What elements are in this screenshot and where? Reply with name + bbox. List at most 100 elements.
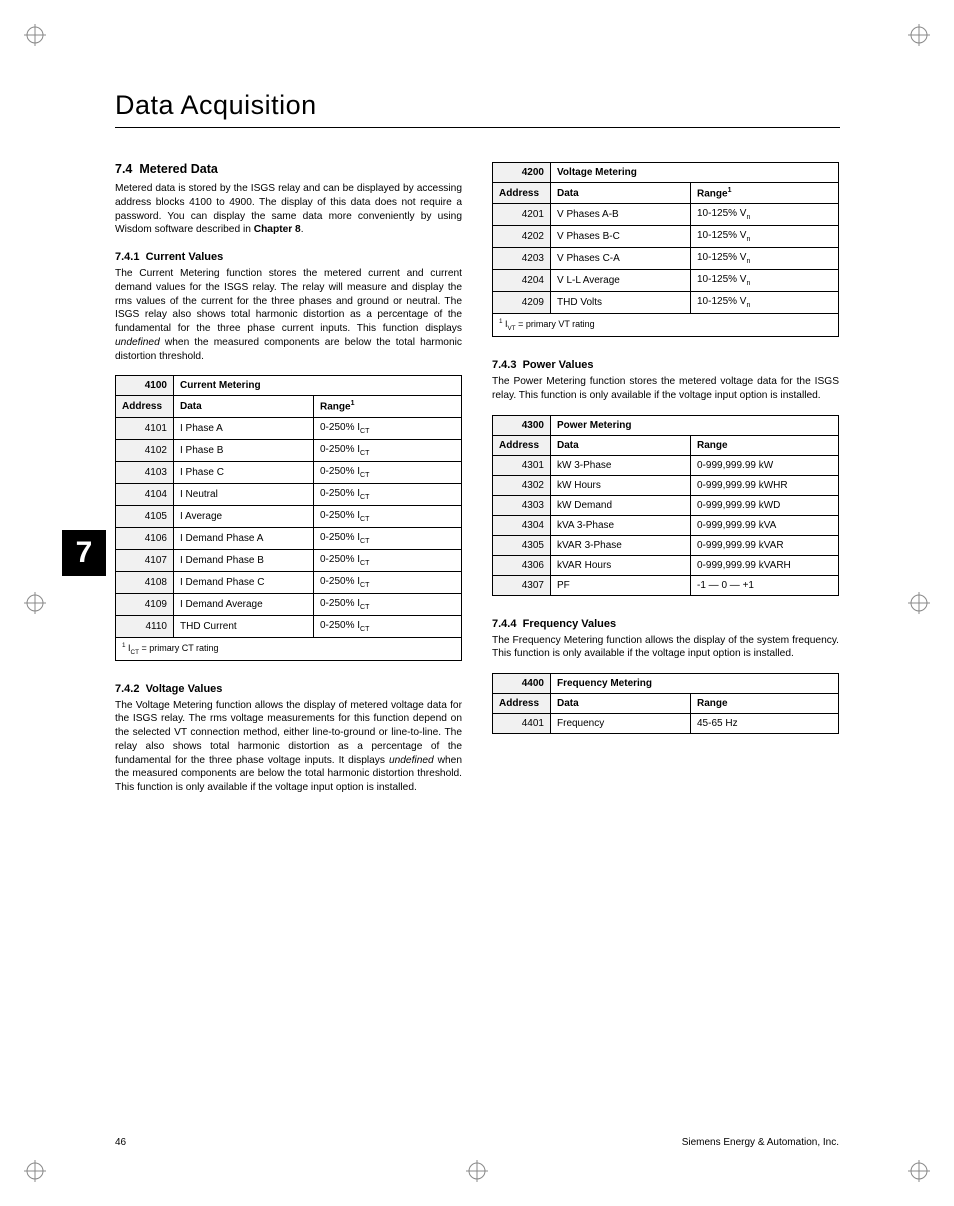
cell-data: PF — [551, 575, 691, 595]
table-frequency-metering: 4400 Frequency Metering Address Data Ran… — [492, 673, 839, 734]
col-header-range: Range — [691, 694, 839, 714]
cell-address: 4109 — [116, 593, 174, 615]
text: . — [301, 224, 304, 235]
cell-address: 4202 — [493, 226, 551, 248]
table-block-title: Frequency Metering — [551, 674, 839, 694]
table-row: 4209THD Volts10-125% Vn — [493, 292, 839, 314]
cell-data: THD Volts — [551, 292, 691, 314]
crop-mark — [908, 24, 930, 46]
cell-data: kW Hours — [551, 475, 691, 495]
paragraph: The Frequency Metering function allows t… — [492, 634, 839, 662]
col-header-data: Data — [174, 396, 314, 417]
cell-data: kVAR 3-Phase — [551, 535, 691, 555]
table-block-title: Power Metering — [551, 415, 839, 435]
cell-address: 4105 — [116, 505, 174, 527]
cell-data: Frequency — [551, 714, 691, 734]
cell-data: I Neutral — [174, 483, 314, 505]
cell-address: 4201 — [493, 204, 551, 226]
cell-address: 4401 — [493, 714, 551, 734]
cell-data: I Phase B — [174, 439, 314, 461]
table-row: 4302kW Hours0-999,999.99 kWHR — [493, 475, 839, 495]
text: when the measured components are below t… — [115, 337, 462, 362]
cell-data: I Phase A — [174, 417, 314, 439]
subsection-heading: 7.4.2 Voltage Values — [115, 683, 462, 695]
cell-range: 0-250% ICT — [314, 461, 462, 483]
table-row: 4204V L-L Average10-125% Vn — [493, 270, 839, 292]
crop-mark — [24, 592, 46, 614]
subsection-heading: 7.4.4 Frequency Values — [492, 618, 839, 630]
cell-address: 4102 — [116, 439, 174, 461]
table-power-metering: 4300 Power Metering Address Data Range 4… — [492, 415, 839, 596]
table-row: 4305kVAR 3-Phase0-999,999.99 kVAR — [493, 535, 839, 555]
col-header-data: Data — [551, 435, 691, 455]
subsection-number: 7.4.2 — [115, 683, 139, 695]
paragraph: The Voltage Metering function allows the… — [115, 699, 462, 795]
cell-range: 10-125% Vn — [691, 204, 839, 226]
table-row: 4101I Phase A0-250% ICT — [116, 417, 462, 439]
table-row: 4301kW 3-Phase0-999,999.99 kW — [493, 455, 839, 475]
cell-data: I Demand Phase A — [174, 527, 314, 549]
cell-address: 4110 — [116, 615, 174, 637]
text-strong: Chapter 8 — [254, 224, 301, 235]
table-block-title: Current Metering — [174, 376, 462, 396]
table-footnote: 1 IVT = primary VT rating — [493, 314, 839, 337]
table-current-metering: 4100 Current Metering Address Data Range… — [115, 375, 462, 660]
chapter-tab: 7 — [62, 530, 106, 576]
col-header-address: Address — [493, 435, 551, 455]
table-row: 4105I Average0-250% ICT — [116, 505, 462, 527]
table-row: 4107I Demand Phase B0-250% ICT — [116, 549, 462, 571]
cell-address: 4305 — [493, 535, 551, 555]
crop-mark — [24, 24, 46, 46]
table-row: 4303kW Demand0-999,999.99 kWD — [493, 495, 839, 515]
table-row: 4110THD Current0-250% ICT — [116, 615, 462, 637]
subsection-heading: 7.4.3 Power Values — [492, 359, 839, 371]
cell-range: -1 — 0 — +1 — [691, 575, 839, 595]
table-row: 4306kVAR Hours0-999,999.99 kVARH — [493, 555, 839, 575]
text: The Current Metering function stores the… — [115, 268, 462, 334]
subsection-number: 7.4.4 — [492, 618, 516, 630]
table-block-address: 4300 — [493, 415, 551, 435]
cell-range: 10-125% Vn — [691, 248, 839, 270]
cell-data: V Phases B-C — [551, 226, 691, 248]
cell-range: 0-999,999.99 kW — [691, 455, 839, 475]
cell-data: kW Demand — [551, 495, 691, 515]
cell-range: 0-250% ICT — [314, 505, 462, 527]
cell-range: 0-999,999.99 kWHR — [691, 475, 839, 495]
cell-address: 4101 — [116, 417, 174, 439]
subsection-title: Frequency Values — [523, 618, 617, 630]
table-voltage-metering: 4200 Voltage Metering Address Data Range… — [492, 162, 839, 337]
cell-range: 0-250% ICT — [314, 527, 462, 549]
footer-company: Siemens Energy & Automation, Inc. — [682, 1137, 839, 1148]
paragraph: Metered data is stored by the ISGS relay… — [115, 182, 462, 237]
text-sup: 1 — [728, 187, 732, 194]
cell-address: 4307 — [493, 575, 551, 595]
text-italic: undefined — [389, 755, 434, 766]
cell-address: 4301 — [493, 455, 551, 475]
cell-data: kW 3-Phase — [551, 455, 691, 475]
col-header-address: Address — [493, 694, 551, 714]
paragraph: The Current Metering function stores the… — [115, 267, 462, 363]
cell-range: 0-250% ICT — [314, 571, 462, 593]
cell-address: 4204 — [493, 270, 551, 292]
col-header-range: Range1 — [691, 183, 839, 204]
crop-mark — [908, 1160, 930, 1182]
page-number: 46 — [115, 1137, 126, 1148]
subsection-title: Current Values — [146, 251, 224, 263]
table-block-address: 4100 — [116, 376, 174, 396]
cell-range: 0-250% ICT — [314, 483, 462, 505]
cell-address: 4209 — [493, 292, 551, 314]
cell-data: kVA 3-Phase — [551, 515, 691, 535]
left-column: 7.4 Metered Data Metered data is stored … — [115, 162, 462, 803]
table-row: 4109I Demand Average0-250% ICT — [116, 593, 462, 615]
table-row: 4202V Phases B-C10-125% Vn — [493, 226, 839, 248]
cell-range: 0-999,999.99 kWD — [691, 495, 839, 515]
cell-data: V Phases C-A — [551, 248, 691, 270]
section-number: 7.4 — [115, 162, 132, 176]
table-row: 4108I Demand Phase C0-250% ICT — [116, 571, 462, 593]
cell-address: 4203 — [493, 248, 551, 270]
table-row: 4201V Phases A-B10-125% Vn — [493, 204, 839, 226]
subsection-title: Power Values — [523, 359, 594, 371]
cell-range: 10-125% Vn — [691, 270, 839, 292]
page-footer: 46 Siemens Energy & Automation, Inc. — [115, 1137, 839, 1148]
cell-data: kVAR Hours — [551, 555, 691, 575]
